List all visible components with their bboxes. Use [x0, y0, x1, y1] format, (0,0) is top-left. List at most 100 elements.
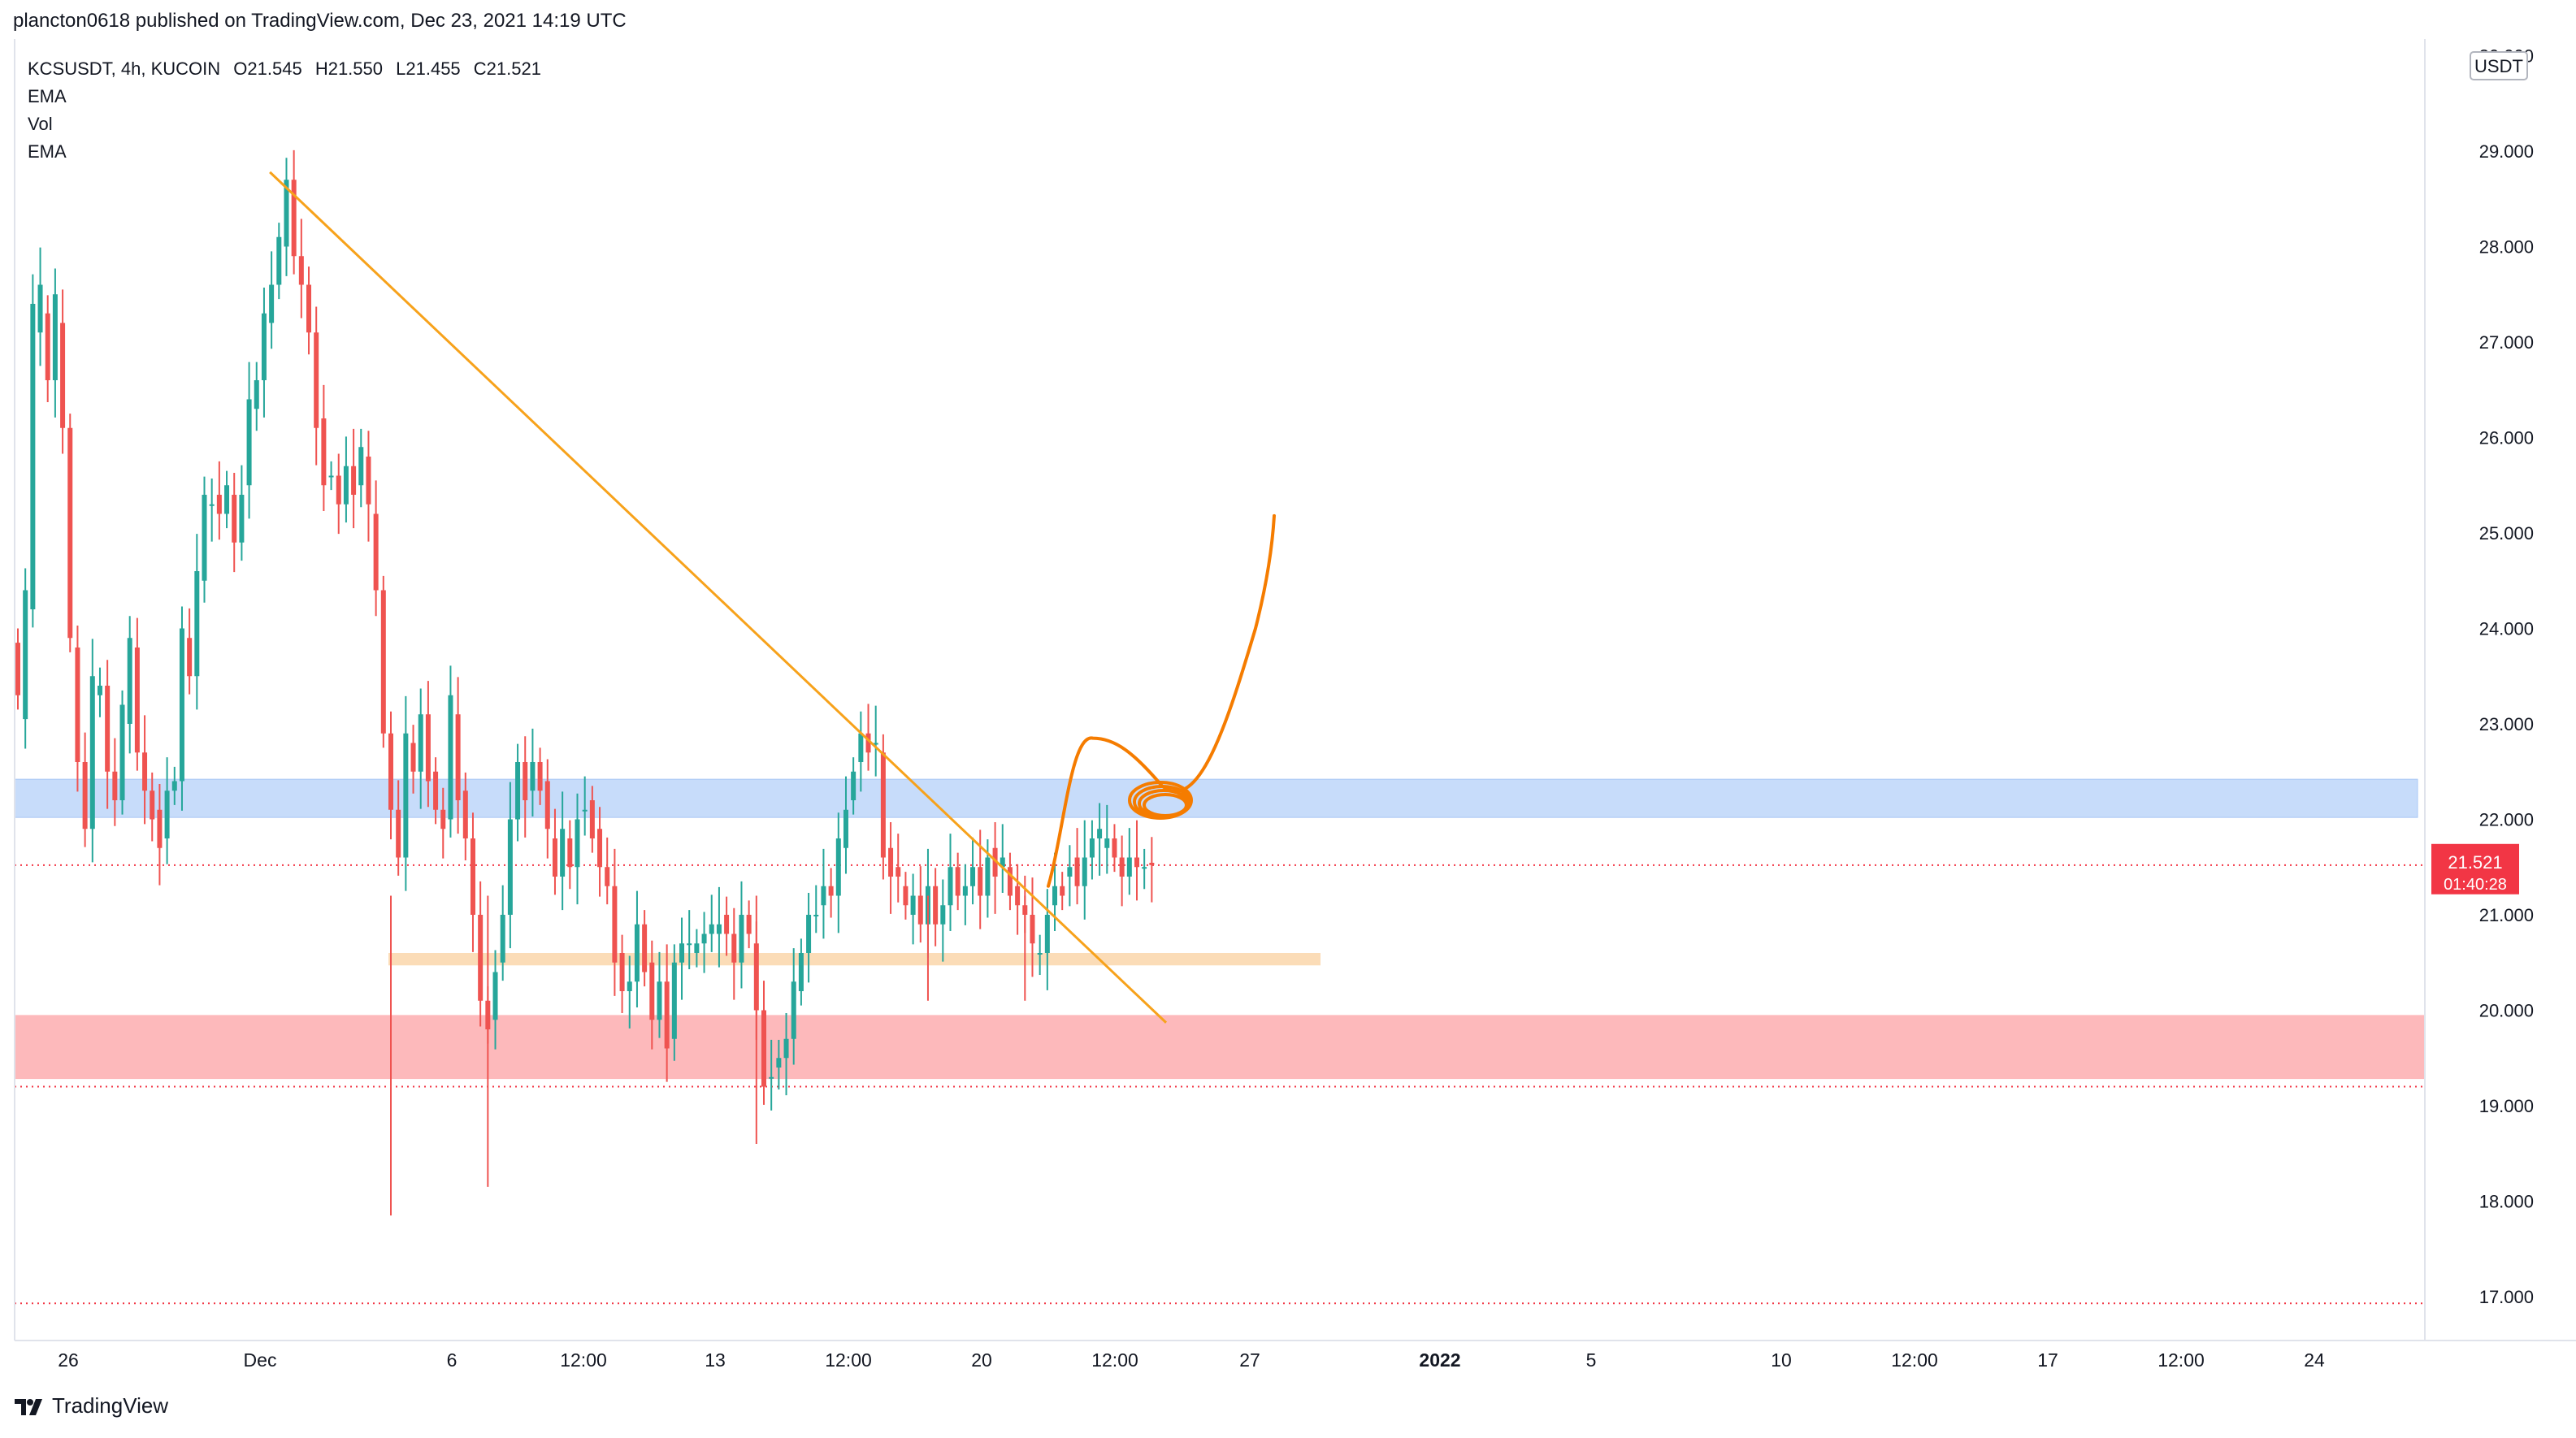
candle-body[interactable]	[142, 752, 148, 791]
candle-body[interactable]	[15, 643, 20, 695]
candle-body[interactable]	[783, 1038, 789, 1059]
candle-body[interactable]	[418, 714, 423, 772]
candle-body[interactable]	[380, 590, 386, 734]
candle-body[interactable]	[284, 180, 289, 247]
candle-body[interactable]	[724, 915, 730, 934]
candle-body[interactable]	[261, 313, 267, 380]
candle-body[interactable]	[962, 886, 968, 896]
candle-body[interactable]	[992, 847, 998, 877]
candle-body[interactable]	[828, 886, 834, 896]
candle-body[interactable]	[216, 495, 222, 514]
resistance-zone[interactable]	[14, 778, 2418, 818]
candle-body[interactable]	[433, 771, 439, 810]
candle-body[interactable]	[560, 829, 566, 877]
candle-body[interactable]	[955, 867, 961, 896]
candle-body[interactable]	[30, 304, 36, 609]
candle-body[interactable]	[298, 256, 304, 285]
candle-body[interactable]	[366, 457, 371, 505]
candle-body[interactable]	[470, 838, 475, 915]
candle-body[interactable]	[664, 981, 670, 1049]
candle-body[interactable]	[194, 571, 200, 677]
candle-body[interactable]	[1142, 867, 1147, 869]
candle-body[interactable]	[970, 867, 976, 886]
candle-body[interactable]	[478, 915, 484, 1001]
candle-body[interactable]	[769, 1076, 774, 1079]
candle-body[interactable]	[597, 829, 603, 868]
candle-body[interactable]	[1119, 857, 1125, 877]
candle-body[interactable]	[60, 323, 66, 428]
candle-body[interactable]	[806, 915, 812, 953]
candle-body[interactable]	[649, 962, 655, 1020]
candle-body[interactable]	[567, 838, 573, 868]
candle-body[interactable]	[1112, 838, 1117, 858]
candle-body[interactable]	[209, 504, 215, 506]
candle-body[interactable]	[150, 790, 155, 820]
candle-body[interactable]	[1060, 886, 1065, 896]
candle-body[interactable]	[127, 638, 132, 724]
candle-body[interactable]	[731, 933, 737, 963]
candle-body[interactable]	[425, 714, 431, 782]
candle-body[interactable]	[112, 771, 118, 800]
candle-body[interactable]	[276, 236, 282, 285]
candle-body[interactable]	[657, 981, 662, 1020]
candle-body[interactable]	[321, 418, 327, 486]
candle-body[interactable]	[187, 638, 193, 677]
candle-body[interactable]	[1097, 829, 1103, 838]
candle-body[interactable]	[530, 762, 536, 791]
candle-body[interactable]	[462, 790, 468, 838]
candle-body[interactable]	[694, 943, 700, 953]
candle-body[interactable]	[328, 475, 334, 478]
candle-body[interactable]	[119, 704, 125, 801]
candle-body[interactable]	[224, 485, 230, 514]
candle-body[interactable]	[544, 781, 550, 829]
currency-badge[interactable]: USDT	[2470, 51, 2528, 80]
candle-body[interactable]	[1007, 867, 1013, 896]
candle-body[interactable]	[343, 466, 349, 505]
candle-body[interactable]	[410, 743, 416, 772]
candle-body[interactable]	[985, 857, 991, 896]
candle-body[interactable]	[1149, 862, 1155, 865]
candle-body[interactable]	[23, 590, 28, 720]
candle-body[interactable]	[171, 781, 177, 791]
candle-body[interactable]	[157, 809, 163, 848]
candle-body[interactable]	[314, 332, 319, 428]
minor-support-zone[interactable]	[388, 953, 1321, 966]
candle-body[interactable]	[1030, 915, 1035, 944]
candle-body[interactable]	[202, 495, 207, 581]
candle-body[interactable]	[373, 513, 379, 591]
candle-body[interactable]	[403, 733, 409, 858]
candle-body[interactable]	[1067, 867, 1073, 877]
candle-body[interactable]	[507, 819, 513, 916]
candle-body[interactable]	[582, 809, 588, 812]
indicator-ema-1[interactable]: EMA	[28, 86, 67, 106]
candle-body[interactable]	[1089, 838, 1095, 858]
candle-body[interactable]	[75, 648, 80, 762]
candle-body[interactable]	[37, 284, 43, 333]
candle-body[interactable]	[1000, 857, 1005, 868]
candle-body[interactable]	[701, 933, 707, 944]
candle-body[interactable]	[1104, 838, 1110, 848]
candle-body[interactable]	[865, 733, 871, 753]
candle-body[interactable]	[851, 771, 856, 800]
candle-body[interactable]	[515, 762, 521, 820]
downtrend-line[interactable]	[269, 171, 1168, 1024]
candle-body[interactable]	[1126, 857, 1132, 877]
candle-body[interactable]	[1052, 886, 1058, 906]
candle-body[interactable]	[179, 628, 184, 782]
candle-body[interactable]	[948, 867, 953, 906]
candle-body[interactable]	[1037, 953, 1043, 955]
candle-body[interactable]	[575, 819, 580, 868]
candle-body[interactable]	[917, 895, 923, 925]
tradingview-brand[interactable]: TradingView	[15, 1393, 168, 1419]
candle-body[interactable]	[351, 466, 357, 495]
target-circle-scribble[interactable]	[1128, 781, 1194, 820]
support-zone[interactable]	[15, 1015, 2425, 1080]
candle-body[interactable]	[978, 867, 983, 896]
candle-body[interactable]	[880, 752, 886, 858]
candle-body[interactable]	[1074, 857, 1080, 886]
candle-body[interactable]	[537, 762, 543, 791]
candle-body[interactable]	[843, 809, 848, 848]
candle-body[interactable]	[388, 733, 393, 810]
candle-body[interactable]	[888, 847, 894, 877]
